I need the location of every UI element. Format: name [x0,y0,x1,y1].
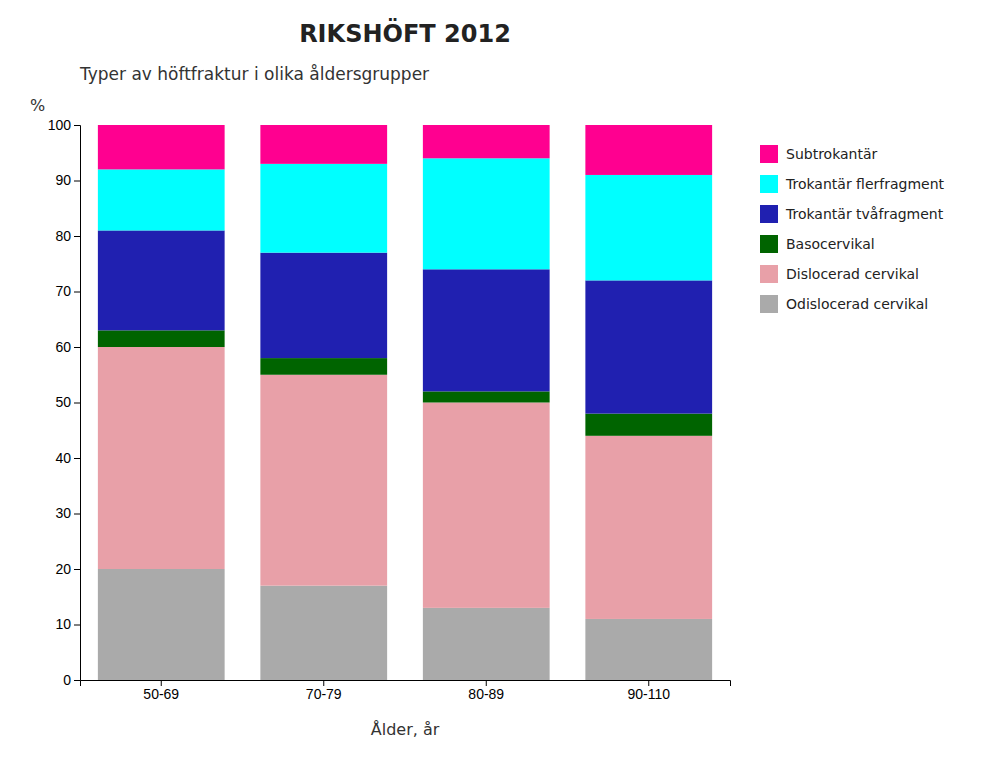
bar [260,375,387,586]
tick: 100 [48,117,80,133]
tick-label: 70 [55,283,71,299]
y-axis-title: % [30,96,45,115]
tick-label: 40 [55,450,71,466]
tick-mark [74,236,80,237]
tick-mark [74,514,80,515]
bar [423,158,550,269]
series [98,125,712,175]
tick-label: 0 [63,672,71,688]
legend-item: Subtrokantär [760,145,878,163]
tick-mark [74,458,80,459]
bar [423,391,550,402]
legend-item: Trokantär tvåfragment [760,205,944,223]
tick: 0 [63,672,80,688]
tick-mark [74,403,80,404]
legend-label: Odislocerad cervikal [786,296,928,312]
bar [585,414,712,436]
bar [98,330,225,347]
legend-swatch [760,175,778,193]
tick-mark [74,569,80,570]
legend-swatch [760,145,778,163]
bar [98,569,225,680]
tick-mark [74,181,80,182]
tick-mark [74,680,80,681]
tick-label: 20 [55,561,71,577]
tick: 70-79 [306,680,342,702]
legend-item: Odislocerad cervikal [760,295,928,313]
bar [585,125,712,175]
bar [260,253,387,358]
tick-label: 50-69 [143,686,179,702]
bar [98,347,225,569]
bar [98,230,225,330]
tick: 90 [55,172,80,188]
tick-mark [74,292,80,293]
tick-label: 80-89 [468,686,504,702]
tick-label: 100 [48,117,72,133]
y-axis: 0 10 20 30 40 50 60 70 80 90 100 [48,117,81,688]
tick: 50-69 [143,680,179,702]
bar [260,164,387,253]
tick-label: 50 [55,394,71,410]
chart: RIKSHÖFT 2012 Typer av höftfraktur i olik… [0,0,1000,760]
legend-swatch [760,205,778,223]
legend-swatch [760,295,778,313]
tick: 60 [55,339,80,355]
tick-label: 70-79 [306,686,342,702]
legend-label: Trokantär tvåfragment [785,206,944,222]
legend-item: Trokantär flerfragment [760,175,945,193]
x-axis-title: Ålder, år [371,720,440,739]
bar [585,175,712,280]
legend-label: Basocervikal [786,236,875,252]
bars [98,125,712,680]
legend-label: Trokantär flerfragment [785,176,945,192]
tick-label: 10 [55,616,71,632]
tick-mark [74,125,80,126]
series [98,158,712,280]
bar [98,169,225,230]
bar [423,403,550,608]
tick: 50 [55,394,80,410]
bar [423,608,550,680]
legend-swatch [760,265,778,283]
legend-swatch [760,235,778,253]
bar [423,125,550,158]
plot: 50-69 70-79 80-89 90-110 0 10 20 30 40 50 60 70 80 90… [48,117,731,702]
legend: Subtrokantär Trokantär flerfragment Trokan… [760,145,945,313]
tick: 80-89 [468,680,504,702]
bar [585,436,712,619]
bar [98,125,225,169]
legend-item: Dislocerad cervikal [760,265,919,283]
bar [585,280,712,413]
bar [260,358,387,375]
legend-item: Basocervikal [760,235,875,253]
bar [423,269,550,391]
tick: 20 [55,561,80,577]
tick: 10 [55,616,80,632]
tick: 70 [55,283,80,299]
x-axis: 50-69 70-79 80-89 90-110 [81,680,731,702]
legend-label: Subtrokantär [786,146,878,162]
tick-label: 60 [55,339,71,355]
tick-mark [74,347,80,348]
bar [260,125,387,164]
tick: 90-110 [627,680,670,702]
axis-line [74,126,81,681]
tick-mark [74,625,80,626]
tick-label: 90 [55,172,71,188]
title: RIKSHÖFT 2012 [299,18,511,48]
subtitle: Typer av höftfraktur i olika åldersgrupp… [79,64,429,84]
tick: 30 [55,505,80,521]
tick-label: 80 [55,228,71,244]
bar [585,619,712,680]
tick-label: 30 [55,505,71,521]
legend-label: Dislocerad cervikal [786,266,919,282]
bar [260,586,387,680]
tick: 80 [55,228,80,244]
tick-label: 90-110 [627,686,670,702]
tick: 40 [55,450,80,466]
